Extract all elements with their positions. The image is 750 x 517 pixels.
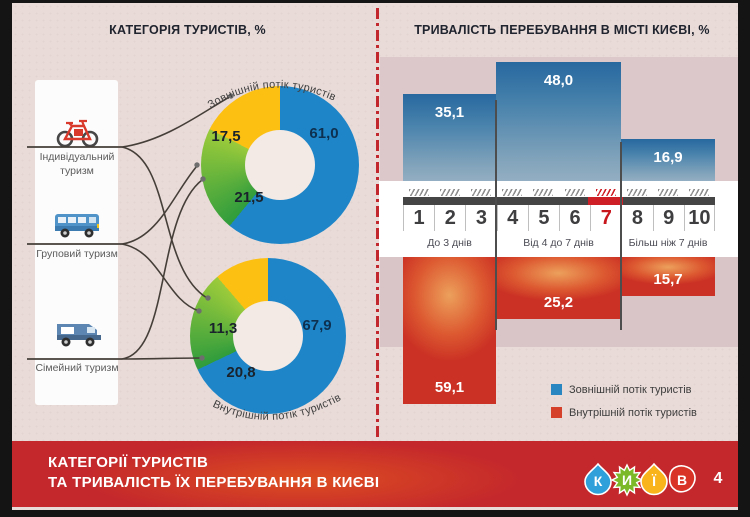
group-label-over7days: Більш ніж 7 днів: [628, 237, 708, 249]
donut2-value-yellow: 11,3: [208, 320, 238, 337]
donut-hole: [245, 130, 315, 200]
scale-number: 5: [527, 205, 559, 231]
banner-title-line1: КАТЕГОРІЇ ТУРИСТІВ: [48, 454, 209, 471]
category-label-group: Груповий туризм: [36, 248, 118, 260]
ruler-hatch: [408, 189, 429, 196]
donut-hole: [233, 301, 303, 371]
donut-internal-flow: [190, 258, 346, 414]
logo-blue-drop: [584, 462, 612, 496]
donut1-value-blue: 61,0: [309, 125, 339, 142]
ruler-hatch: [627, 189, 647, 196]
logo-green-star: [610, 463, 644, 497]
bar-value: 48,0: [543, 72, 574, 89]
bar-internal-over7days: 15,7: [621, 257, 715, 296]
bar-external-upto3days: 35,1: [403, 94, 496, 181]
ruler-hatch: [439, 189, 460, 196]
ruler-hatch: [658, 189, 679, 196]
banner-title-line2: ТА ТРИВАЛІСТЬ ЇХ ПЕРЕБУВАННЯ В КИЄВІ: [48, 474, 380, 491]
logo-yellow-drop: [640, 462, 668, 496]
ruler-hatch: [533, 189, 554, 196]
ruler-hatch: [502, 189, 523, 196]
scale-number: 8: [621, 205, 653, 231]
bar-value: 25,2: [543, 294, 574, 311]
donut1-value-green: 21,5: [234, 189, 264, 206]
legend-row-external: Зовнішній потік туристів: [551, 384, 691, 397]
donut2-value-blue: 67,9: [302, 317, 332, 334]
legend-row-internal: Внутрішній потік туристів: [551, 407, 697, 420]
donut2-value-green: 20,8: [226, 364, 256, 381]
kyiv-logo: К И Ї В: [584, 462, 696, 497]
legend-swatch-red: [551, 407, 562, 418]
group-label-4to7days: Від 4 до 7 днів: [523, 237, 594, 249]
page-number: 4: [713, 470, 723, 487]
category-label-individual: Індивідуальний туризм: [39, 151, 115, 177]
camper-icon: [57, 324, 101, 347]
category-label-family: Сімейний туризм: [35, 362, 119, 374]
day-scale-ruler: 1 2 3 4 5 6 7 8 9 10: [403, 189, 715, 231]
ruler-hatch: [564, 189, 585, 196]
bar-value: 15,7: [653, 271, 683, 288]
scale-number: 9: [652, 205, 684, 231]
donut-external-flow: [201, 86, 359, 244]
bar-internal-4to7days: 25,2: [496, 257, 621, 319]
bus-icon: [55, 214, 99, 238]
ruler-hatch: [471, 189, 491, 196]
logo-red-blob: [668, 465, 696, 493]
scale-number: 1: [403, 205, 435, 231]
bar-internal-upto3days: 59,1: [403, 257, 496, 404]
footer-banner: КАТЕГОРІЇ ТУРИСТІВ ТА ТРИВАЛІСТЬ ЇХ ПЕРЕ…: [12, 441, 738, 507]
left-panel-title: КАТЕГОРІЯ ТУРИСТІВ, %: [109, 23, 266, 37]
scale-number: 4: [496, 205, 528, 231]
ruler-hatch: [689, 189, 710, 196]
bicycle-icon: [56, 119, 99, 148]
scale-number: 7: [590, 205, 622, 231]
logo-letter: В: [677, 472, 687, 488]
legend-label: Внутрішній потік туристів: [569, 407, 697, 419]
bar-external-over7days: 16,9: [621, 139, 715, 181]
ruler-bar: [403, 197, 715, 205]
bar-value: 35,1: [434, 104, 465, 121]
group-separator: [495, 100, 497, 330]
donut1-value-yellow: 17,5: [211, 128, 241, 145]
scale-number: 10: [683, 205, 715, 231]
ruler-hatch: [595, 189, 616, 196]
bar-value: 59,1: [434, 379, 465, 396]
logo-letter: И: [622, 472, 632, 488]
scale-number: 2: [434, 205, 466, 231]
scale-number: 6: [559, 205, 591, 231]
scale-number: 3: [465, 205, 497, 231]
group-label-upto3days: До 3 днів: [427, 237, 472, 249]
right-panel-title: ТРИВАЛІСТЬ ПЕРЕБУВАННЯ В МІСТІ КИЄВІ, %: [414, 23, 710, 37]
logo-letter: Ї: [651, 473, 657, 489]
legend-swatch-blue: [551, 384, 562, 395]
bar-external-4to7days: 48,0: [496, 62, 621, 181]
logo-letter: К: [594, 473, 603, 489]
dashed-divider: [376, 8, 379, 440]
legend-label: Зовнішній потік туристів: [569, 384, 692, 396]
ruler-highlight-segment: [588, 197, 624, 205]
group-separator: [620, 142, 622, 330]
bar-value: 16,9: [653, 149, 683, 166]
